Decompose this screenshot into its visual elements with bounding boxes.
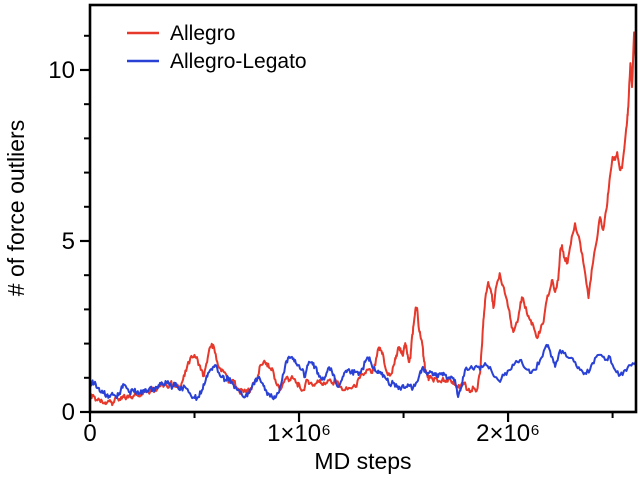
legend: Allegro Allegro-Legato	[127, 22, 307, 73]
x-tick-label: 0	[83, 420, 96, 447]
y-tick-label: 10	[48, 57, 75, 84]
x-tick-label: 1×10⁶	[267, 420, 331, 447]
legend-label-allegro: Allegro	[170, 22, 235, 45]
series-line-allegro-legato	[91, 343, 635, 401]
y-tick-label: 5	[62, 228, 75, 255]
y-tick-label: 0	[62, 399, 75, 426]
series-line-allegro	[91, 31, 635, 407]
x-tick-label: 2×10⁶	[476, 420, 540, 447]
legend-label-allegro-legato: Allegro-Legato	[170, 50, 307, 73]
y-axis-title: # of force outliers	[3, 120, 29, 296]
x-axis-title: MD steps	[314, 448, 411, 474]
plot-frame	[88, 3, 638, 414]
series-layer	[91, 31, 635, 407]
tick-layer: 0 1×10⁶ 2×10⁶ 0 5 10	[48, 34, 614, 447]
